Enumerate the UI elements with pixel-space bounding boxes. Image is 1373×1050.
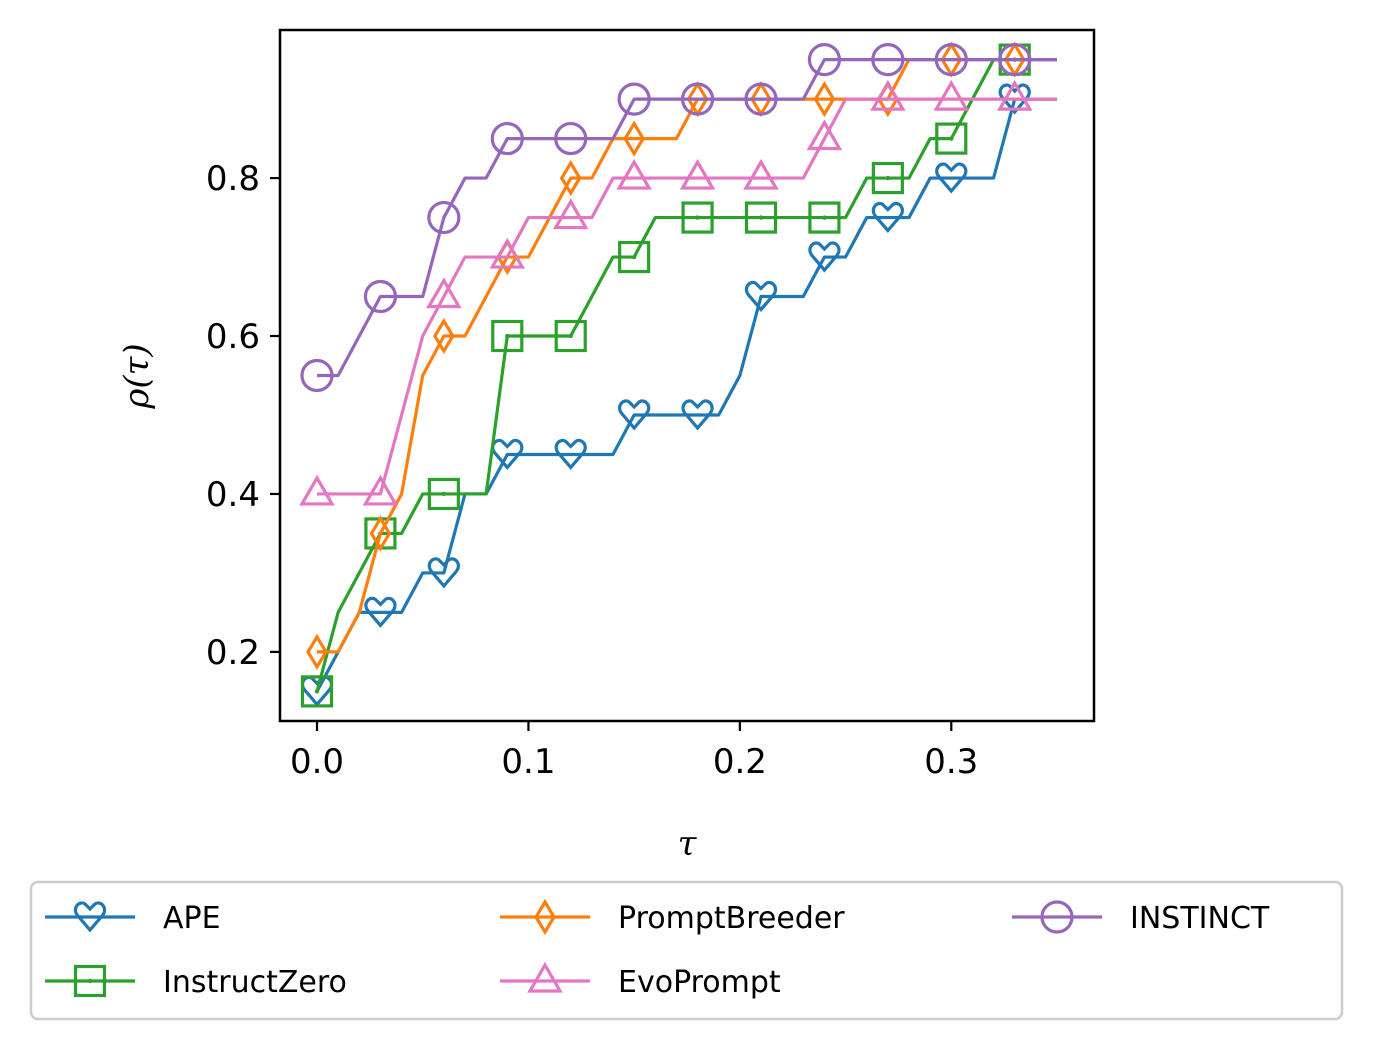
- y-tick-label: 0.4: [206, 475, 260, 515]
- data-point-promptbreeder: [559, 159, 582, 197]
- data-point-instinct: [490, 121, 524, 156]
- y-tick-label: 0.6: [206, 317, 260, 357]
- data-point-instinct: [744, 82, 778, 116]
- legend-entries: APE InstructZero PromptBreeder EvoPrompt INS…: [45, 898, 1270, 1000]
- data-point-evoprompt: [362, 474, 399, 506]
- data-point-ape: [427, 557, 461, 589]
- data-point-ape: [935, 162, 968, 194]
- y-tick-label: 0.8: [206, 159, 260, 199]
- legend-label: PromptBreeder: [618, 901, 845, 936]
- legend-label: InstructZero: [163, 965, 347, 1000]
- data-point-promptbreeder: [432, 317, 455, 355]
- data-point-evoprompt: [806, 119, 843, 151]
- legend-item-instinct: INSTINCT: [1012, 900, 1270, 936]
- data-point-evoprompt: [996, 79, 1033, 111]
- data-point-instinct: [998, 43, 1032, 77]
- data-point-promptbreeder: [369, 515, 392, 552]
- data-point-ape: [871, 201, 905, 234]
- data-point-instructzero: [491, 319, 524, 353]
- data-point-instinct: [363, 279, 398, 314]
- y-axis: 0.2 0.4 0.6 0.8: [206, 159, 280, 673]
- axes-frame: [278, 28, 1096, 723]
- data-point-instructzero: [744, 201, 778, 234]
- data-point-evoprompt: [870, 79, 906, 111]
- legend-marker-promptbreeder: [534, 898, 556, 936]
- data-point-instructzero: [554, 319, 587, 353]
- data-point-instinct: [617, 82, 651, 116]
- series-line-instructzero: [315, 58, 1057, 692]
- data-point-instinct: [680, 82, 715, 116]
- data-point-promptbreeder: [813, 80, 836, 118]
- data-point-ape: [554, 438, 587, 470]
- data-point-instinct: [934, 43, 968, 77]
- legend-label: INSTINCT: [1130, 901, 1270, 936]
- series-instinct: [300, 43, 1057, 393]
- data-point-evoprompt: [743, 158, 779, 190]
- data-point-evoprompt: [299, 474, 335, 506]
- legend-label: APE: [163, 901, 221, 936]
- data-point-promptbreeder: [306, 633, 328, 671]
- data-point-instructzero: [808, 201, 841, 234]
- data-point-instinct: [807, 43, 842, 77]
- legend: APE InstructZero PromptBreeder EvoPrompt INS…: [29, 880, 1344, 1021]
- data-point-evoprompt: [426, 277, 462, 309]
- data-point-promptbreeder: [623, 120, 646, 157]
- legend-label: EvoPrompt: [618, 965, 781, 1000]
- series-ape: [300, 83, 1057, 707]
- y-axis-label: ρ(τ): [117, 343, 157, 409]
- x-tick-label: 0.1: [501, 742, 555, 782]
- data-point-instructzero: [871, 161, 904, 195]
- data-point-evoprompt: [933, 79, 970, 111]
- legend-marker-ape: [73, 901, 107, 933]
- legend-item-promptbreeder: PromptBreeder: [500, 898, 845, 936]
- data-point-ape: [681, 399, 714, 431]
- data-point-ape: [808, 241, 841, 273]
- series-evoprompt: [299, 79, 1057, 506]
- legend-item-evoprompt: EvoPrompt: [500, 961, 781, 1000]
- data-point-instructzero: [935, 122, 968, 155]
- x-axis-label: τ: [678, 824, 698, 864]
- data-point-instinct: [300, 358, 334, 393]
- x-tick-label: 0.0: [290, 742, 344, 782]
- x-tick-label: 0.2: [713, 742, 767, 782]
- legend-marker-instructzero: [73, 964, 107, 998]
- y-tick-label: 0.2: [206, 633, 260, 673]
- data-point-instructzero: [618, 240, 651, 274]
- x-tick-label: 0.3: [924, 742, 978, 782]
- data-point-ape: [617, 399, 651, 431]
- data-point-evoprompt: [552, 198, 589, 230]
- data-point-instructzero: [427, 477, 460, 511]
- data-point-instructzero: [681, 201, 714, 234]
- data-point-evoprompt: [679, 158, 716, 190]
- series-layer: [299, 41, 1057, 708]
- data-point-ape: [364, 596, 397, 628]
- data-point-instructzero: [300, 675, 334, 708]
- data-point-evoprompt: [616, 158, 652, 190]
- data-point-instinct: [427, 200, 461, 235]
- legend-item-ape: APE: [45, 901, 221, 936]
- data-point-instinct: [554, 121, 588, 156]
- data-point-ape: [744, 280, 778, 312]
- data-point-ape: [998, 83, 1031, 115]
- legend-item-instructzero: InstructZero: [45, 964, 347, 1000]
- x-axis: 0.0 0.1 0.2 0.3: [290, 721, 978, 782]
- legend-marker-evoprompt: [527, 961, 563, 993]
- data-point-instinct: [871, 43, 905, 77]
- data-point-evoprompt: [489, 237, 526, 269]
- legend-marker-instinct: [1040, 900, 1074, 934]
